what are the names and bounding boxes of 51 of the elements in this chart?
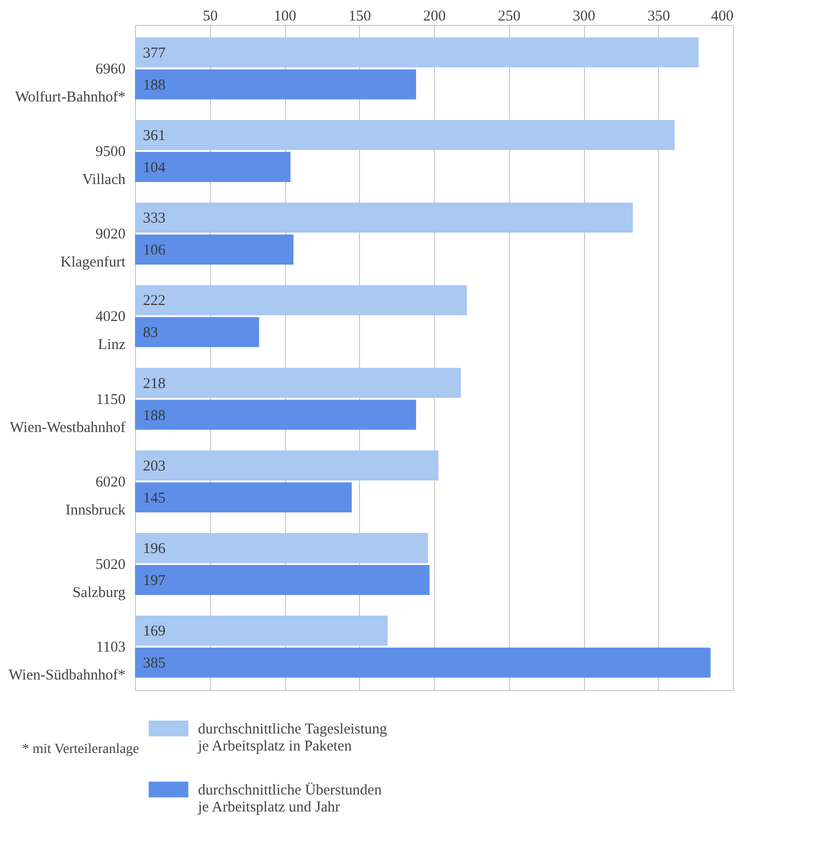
bar — [135, 368, 461, 398]
x-tick-label: 400 — [711, 8, 734, 24]
data-label: 385 — [143, 656, 166, 672]
y-tick-label: 9500 Villach — [82, 144, 126, 188]
x-tick-label: 50 — [202, 8, 218, 24]
data-label: 196 — [143, 541, 166, 558]
data-label: 333 — [143, 210, 166, 227]
data-label: 188 — [143, 408, 166, 424]
data-label: 83 — [143, 325, 158, 342]
y-tick-label: 6960 Wolfurt-Bahnhof* — [15, 61, 126, 106]
x-tick-label: 200 — [423, 8, 446, 24]
bar — [135, 450, 438, 480]
legend-label: durchschnittliche Tagesleistung je Arbeitsplatz in Paketen — [197, 722, 388, 754]
bar — [135, 616, 388, 646]
data-label: 169 — [143, 624, 166, 640]
x-tick-label: 350 — [648, 8, 670, 24]
y-tick-label: 5020 Salzburg — [72, 557, 126, 602]
data-label: 197 — [143, 572, 166, 589]
bar — [135, 648, 711, 678]
bar — [135, 400, 416, 430]
y-tick-label: 1150 Wien-Westbahnhof — [10, 392, 126, 436]
data-label: 377 — [143, 45, 166, 62]
data-label: 104 — [143, 160, 166, 176]
data-label: 218 — [143, 376, 166, 392]
data-label: 203 — [143, 458, 166, 474]
bar — [135, 152, 290, 182]
text: * mit Verteileranlage — [22, 742, 140, 758]
bar — [135, 482, 352, 512]
bar — [135, 533, 428, 564]
data-label: 361 — [143, 128, 166, 144]
data-label: 145 — [143, 490, 166, 506]
y-tick-label: 4020 Linz — [96, 309, 126, 354]
bar — [135, 69, 416, 100]
bar — [135, 234, 294, 265]
data-label: 188 — [143, 77, 166, 94]
bar — [135, 37, 699, 68]
x-tick-label: 100 — [274, 8, 296, 24]
x-tick-label: 300 — [572, 8, 596, 24]
x-tick-label: 250 — [498, 8, 520, 24]
y-tick-label: 9020 Klagenfurt — [60, 226, 126, 271]
data-label: 106 — [143, 242, 166, 259]
y-tick-label: 6020 Innsbruck — [66, 474, 126, 518]
bar — [135, 564, 430, 595]
data-label: 222 — [143, 293, 166, 310]
bar — [135, 285, 467, 316]
bar — [135, 120, 675, 150]
bar — [135, 202, 633, 233]
bar — [135, 317, 260, 348]
legend-label: durchschnittliche Überstunden je Arbeitsplatz und Jahr — [197, 782, 382, 816]
x-tick-label: 150 — [348, 8, 371, 24]
y-tick-label: 1103 Wien-Südbahnhof* — [8, 640, 126, 684]
